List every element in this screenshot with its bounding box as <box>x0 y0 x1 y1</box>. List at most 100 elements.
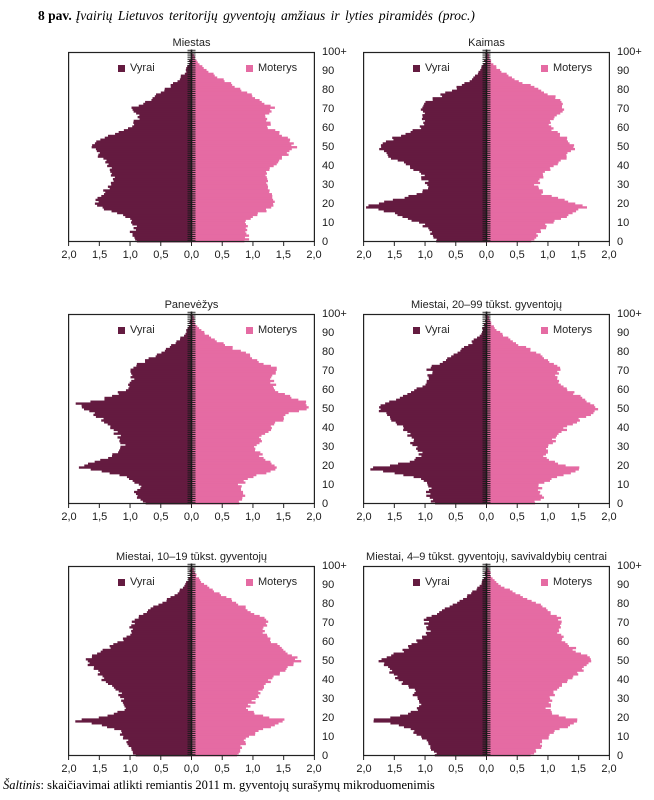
age-tick-label: 30 <box>322 693 335 705</box>
age-tick-label: 10 <box>322 217 335 229</box>
legend-moterys-label: Moterys <box>553 324 593 336</box>
age-tick-label: 20 <box>322 460 335 472</box>
legend-vyrai: Vyrai <box>118 63 155 74</box>
male-swatch-icon <box>413 578 420 586</box>
age-tick-label: 90 <box>617 327 630 339</box>
age-tick-label: 30 <box>617 441 630 453</box>
percent-tick-label: 1,0 <box>122 511 138 523</box>
percent-tick-label: 1,5 <box>91 249 108 261</box>
percent-tick-label: 0,0 <box>183 249 200 261</box>
age-tick-label: 60 <box>322 122 335 134</box>
age-tick-label: 20 <box>617 712 630 724</box>
legend-vyrai: Vyrai <box>413 576 450 588</box>
percent-tick-label: 1,0 <box>540 511 556 523</box>
percent-tick-label: 2,0 <box>601 511 617 523</box>
age-tick-label: 80 <box>322 346 335 358</box>
pyramid-plot <box>363 49 610 246</box>
percent-tick-label: 0,5 <box>214 511 230 523</box>
age-tick-label: 60 <box>617 636 630 648</box>
age-tick-label: 50 <box>617 403 630 415</box>
age-tick-label: 90 <box>617 579 630 591</box>
age-tick-label: 60 <box>617 122 630 134</box>
female-swatch-icon <box>246 64 253 72</box>
percent-tick-label: 2,0 <box>601 763 617 775</box>
age-tick-label: 80 <box>322 84 335 96</box>
age-tick-label: 60 <box>617 384 630 396</box>
percent-tick-label: 2,0 <box>306 511 322 523</box>
percent-tick-label: 0,5 <box>509 511 525 523</box>
age-tick-label: 100+ <box>322 560 347 572</box>
age-tick-label: 50 <box>322 141 335 153</box>
male-swatch-icon <box>118 326 125 334</box>
female-swatch-icon <box>541 326 548 334</box>
age-tick-label: 100+ <box>617 46 642 58</box>
pyramid-plot <box>363 563 610 760</box>
percent-tick-label: 0,0 <box>478 511 495 523</box>
percent-tick-label: 1,5 <box>386 511 403 523</box>
percent-tick-label: 0,0 <box>183 511 200 523</box>
age-tick-label: 70 <box>617 103 630 115</box>
age-tick-label: 50 <box>617 655 630 667</box>
age-tick-label: 80 <box>617 598 630 610</box>
legend-vyrai: Vyrai <box>413 324 450 336</box>
percent-tick-label: 1,0 <box>122 763 138 775</box>
chart-title: Miestai, 20–99 tūkst. gyventojų <box>410 299 563 311</box>
age-tick-label: 60 <box>322 636 335 648</box>
age-tick-label: 70 <box>322 365 335 377</box>
percent-tick-label: 1,0 <box>245 249 261 261</box>
age-tick-label: 50 <box>322 403 335 415</box>
percent-tick-label: 1,0 <box>540 249 556 261</box>
legend-moterys-label: Moterys <box>553 62 593 74</box>
age-tick-label: 80 <box>322 598 335 610</box>
age-tick-label: 90 <box>322 579 335 591</box>
age-tick-label: 90 <box>322 327 335 339</box>
percent-tick-label: 2,0 <box>356 511 372 523</box>
percent-tick-label: 0,5 <box>509 249 525 261</box>
age-tick-label: 30 <box>322 179 335 191</box>
legend-vyrai-label: Vyrai <box>425 576 450 588</box>
percent-tick-label: 2,0 <box>306 763 322 775</box>
percent-tick-label: 1,5 <box>386 763 403 775</box>
age-tick-label: 40 <box>617 160 630 172</box>
percent-tick-label: 1,5 <box>570 763 587 775</box>
age-tick-label: 0 <box>322 498 329 510</box>
percent-tick-label: 1,0 <box>245 763 261 775</box>
figure-title: 8 pav. Įvairių Lietuvos teritorijų gyvent… <box>38 8 475 24</box>
percent-tick-label: 1,0 <box>122 249 138 261</box>
age-tick-label: 10 <box>322 731 335 743</box>
pyramid-plot <box>68 563 315 760</box>
legend-moterys: Moterys <box>246 324 298 336</box>
legend-vyrai-label: Vyrai <box>425 324 450 336</box>
percent-tick-label: 0,5 <box>153 249 169 261</box>
figure-number-label: 8 pav. <box>38 8 72 23</box>
percent-tick-label: 0,5 <box>153 763 169 775</box>
age-tick-label: 100+ <box>617 308 642 320</box>
pyramid-plot <box>363 311 610 508</box>
percent-tick-label: 0,5 <box>509 763 525 775</box>
chart-title: Panevėžys <box>164 299 219 311</box>
percent-tick-label: 0,0 <box>183 763 200 775</box>
age-tick-label: 30 <box>617 179 630 191</box>
male-swatch-icon <box>413 326 420 334</box>
pyramid-plot <box>68 311 315 508</box>
legend-vyrai-label: Vyrai <box>425 62 450 74</box>
age-tick-label: 90 <box>322 65 335 77</box>
age-tick-label: 10 <box>617 479 630 491</box>
female-swatch-icon <box>246 578 253 586</box>
age-tick-label: 40 <box>617 674 630 686</box>
percent-tick-label: 2,0 <box>306 249 322 261</box>
age-tick-label: 30 <box>322 441 335 453</box>
source-label: Šaltinis <box>3 778 41 792</box>
legend-moterys-label: Moterys <box>258 324 298 336</box>
percent-tick-label: 2,0 <box>601 249 617 261</box>
percent-tick-label: 1,0 <box>417 249 433 261</box>
age-tick-label: 20 <box>617 460 630 472</box>
age-tick-label: 30 <box>617 693 630 705</box>
percent-tick-label: 1,0 <box>540 763 556 775</box>
legend-vyrai: Vyrai <box>118 577 155 588</box>
percent-tick-label: 0,5 <box>214 763 230 775</box>
legend-vyrai-label: Vyrai <box>130 324 155 336</box>
percent-tick-label: 1,5 <box>570 249 587 261</box>
percent-tick-label: 1,5 <box>275 511 292 523</box>
age-tick-label: 90 <box>617 65 630 77</box>
